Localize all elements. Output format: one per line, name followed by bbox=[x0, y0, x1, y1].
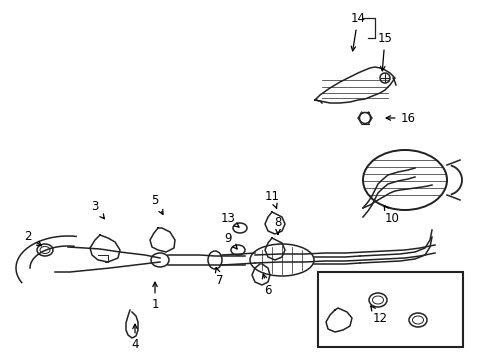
Text: 10: 10 bbox=[384, 206, 399, 225]
Text: 8: 8 bbox=[274, 216, 281, 234]
Text: 6: 6 bbox=[262, 274, 271, 297]
Text: 12: 12 bbox=[370, 306, 386, 324]
Text: 15: 15 bbox=[377, 31, 392, 71]
Bar bbox=[317, 272, 462, 347]
Text: 11: 11 bbox=[264, 189, 279, 208]
Text: 7: 7 bbox=[215, 268, 224, 287]
Text: 5: 5 bbox=[151, 194, 163, 214]
Text: 16: 16 bbox=[386, 112, 415, 125]
Text: 9: 9 bbox=[224, 231, 237, 249]
Text: 14: 14 bbox=[350, 12, 365, 51]
Text: 3: 3 bbox=[91, 201, 104, 219]
Text: 2: 2 bbox=[24, 230, 41, 246]
Text: 13: 13 bbox=[220, 211, 239, 227]
Text: 4: 4 bbox=[131, 324, 139, 351]
Text: 1: 1 bbox=[151, 282, 159, 311]
